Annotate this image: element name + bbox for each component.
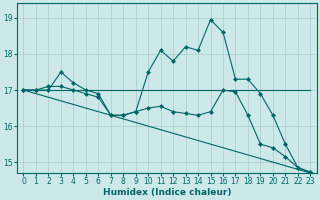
X-axis label: Humidex (Indice chaleur): Humidex (Indice chaleur) <box>103 188 231 197</box>
